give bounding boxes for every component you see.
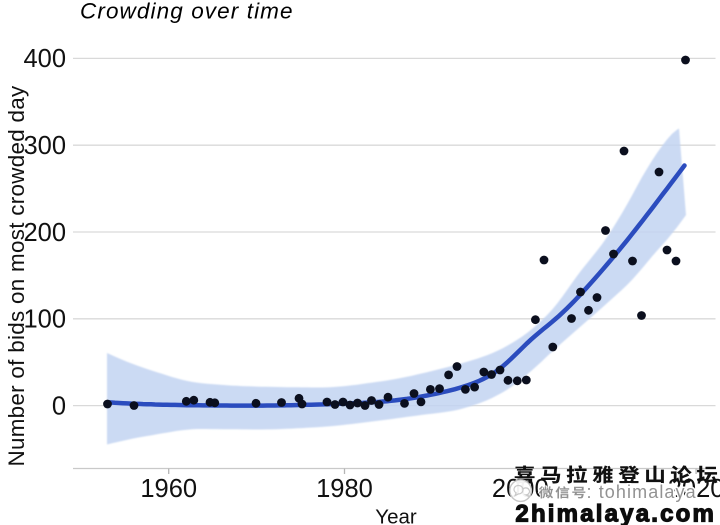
svg-text:300: 300 <box>23 132 66 160</box>
svg-text:Crowding over time: Crowding over time <box>80 0 294 24</box>
svg-text:400: 400 <box>23 45 66 73</box>
svg-text:100: 100 <box>23 306 66 334</box>
svg-text:Number of bids on most crowded: Number of bids on most crowded day <box>4 85 29 467</box>
svg-text:Year: Year <box>375 506 417 525</box>
svg-text:1980: 1980 <box>316 475 373 503</box>
svg-text:: tohimalaya: : tohimalaya <box>587 482 697 502</box>
svg-text:1960: 1960 <box>140 475 197 503</box>
svg-text:2himalaya.com: 2himalaya.com <box>515 501 716 525</box>
svg-text:0: 0 <box>52 392 66 420</box>
svg-text:200: 200 <box>23 219 66 247</box>
